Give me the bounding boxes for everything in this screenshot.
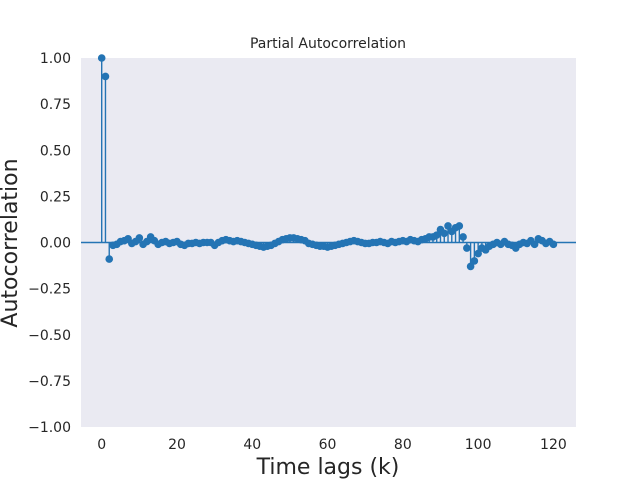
x-tick-label: 0 [97,437,106,453]
y-axis-label: Autocorrelation [0,158,23,327]
stem-marker [466,262,475,271]
x-tick-label: 20 [168,437,186,453]
stem-marker [97,54,106,62]
chart-title: Partial Autocorrelation [250,36,406,52]
stem-marker [135,234,144,242]
stem-marker [549,240,558,249]
y-tick-label: 1.00 [40,51,71,67]
stem-marker [455,222,464,230]
y-tick-label: 0.25 [40,189,71,205]
x-tick-label: 80 [394,437,412,453]
stem-marker [459,233,467,241]
stem-marker [105,255,114,263]
x-axis-label: Time lags (k) [256,455,400,480]
x-tick-label: 60 [319,437,337,453]
y-tick-label: −0.50 [28,328,71,344]
stem-marker [530,240,539,249]
y-tick-label: −0.25 [28,282,71,298]
y-tick-label: −0.75 [28,374,71,390]
stem-markers [97,54,558,271]
stem-marker [470,257,479,265]
y-tick-label: −1.00 [28,420,71,436]
y-tick-labels: 1.00 0.75 0.50 0.25 0.00 −0.25 −0.50 −0.75 −1.00 [28,51,71,436]
stem-marker [440,229,449,238]
y-tick-label: 0.75 [40,97,71,113]
y-tick-label: 0.00 [40,236,71,252]
stem-marker [474,249,482,258]
stem-marker [432,231,441,239]
x-tick-label: 100 [465,437,492,453]
stem-marker [101,72,110,81]
x-tick-labels: 0 20 40 60 80 100 120 [97,437,567,453]
x-tick-label: 40 [243,437,261,453]
stem-marker [463,244,471,252]
x-tick-label: 120 [540,437,567,453]
stem-marker [444,222,452,230]
y-tick-label: 0.50 [40,143,71,159]
